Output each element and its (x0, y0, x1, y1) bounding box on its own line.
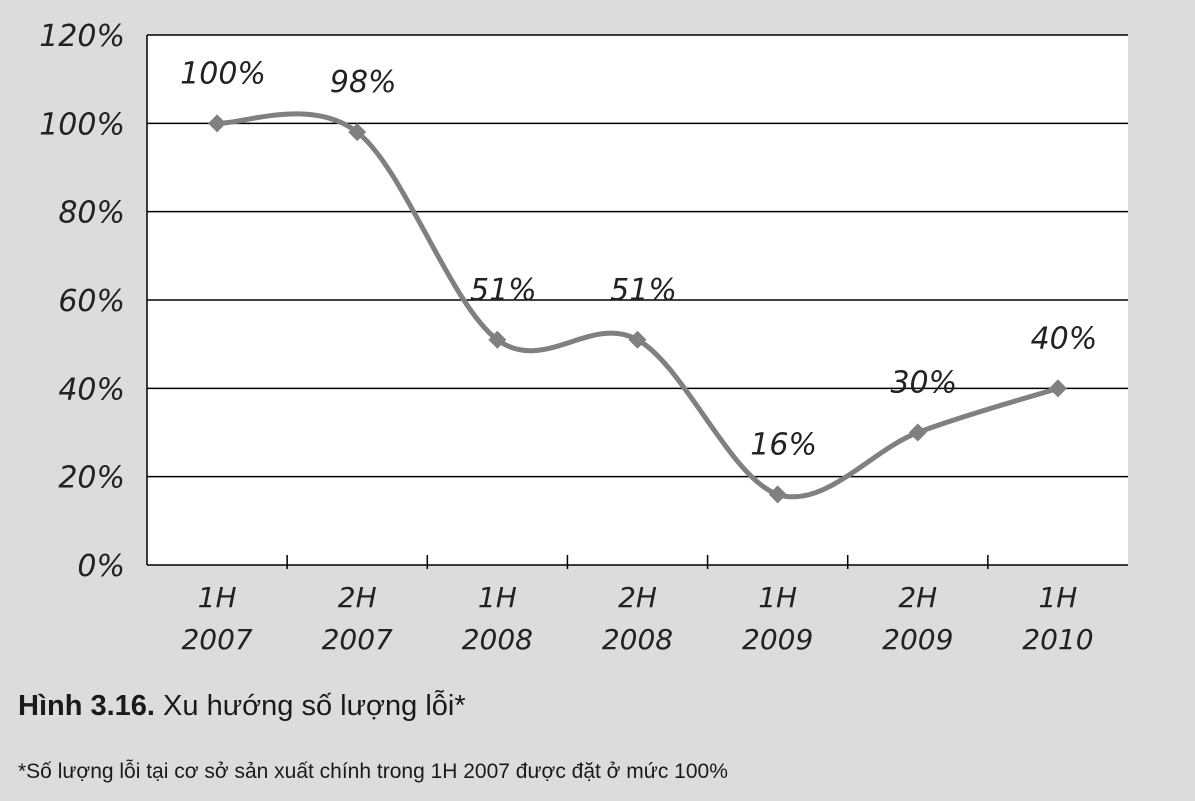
x-tick-label: 1H 2007 (181, 581, 252, 656)
y-tick-label: 120% (39, 19, 125, 54)
data-point (628, 330, 647, 349)
line-chart: 0% 20% 40% 60% 80% 100% 120% 1H 2007 2H 2007 1H 2008… (39, 19, 1128, 656)
x-tick-label: 1H 2008 (462, 581, 533, 656)
y-tick-label: 0% (77, 549, 125, 584)
data-point (488, 330, 507, 349)
footnote: *Số lượng lỗi tại cơ sở sản xuất chính t… (18, 760, 728, 783)
y-tick-label: 100% (39, 107, 125, 142)
data-label: 40% (1031, 321, 1098, 356)
x-tick-label: 2H 2007 (322, 581, 393, 656)
data-point (348, 123, 367, 142)
x-tick-label: 1H 2010 (1022, 581, 1093, 656)
data-label: 51% (610, 273, 677, 308)
y-tick-label: 40% (58, 372, 125, 407)
data-label: 30% (890, 366, 957, 401)
figure-caption: Hình 3.16. Xu hướng số lượng lỗi* (18, 690, 466, 723)
figure-title: Xu hướng số lượng lỗi* (155, 690, 466, 722)
x-tick-label: 2H 2008 (602, 581, 673, 656)
data-point (908, 423, 927, 442)
data-label: 51% (470, 273, 537, 308)
y-tick-label: 80% (58, 196, 125, 231)
data-point (208, 114, 227, 133)
figure-label: Hình 3.16. (18, 690, 155, 722)
x-tick-label: 2H 2009 (882, 581, 953, 656)
data-point (1048, 379, 1067, 398)
y-tick-label: 20% (58, 461, 125, 496)
data-label: 16% (750, 427, 817, 462)
data-label: 98% (330, 65, 397, 100)
data-point (768, 485, 787, 504)
data-label: 100% (180, 56, 266, 91)
y-tick-label: 60% (58, 284, 125, 319)
x-tick-label: 1H 2009 (742, 581, 813, 656)
